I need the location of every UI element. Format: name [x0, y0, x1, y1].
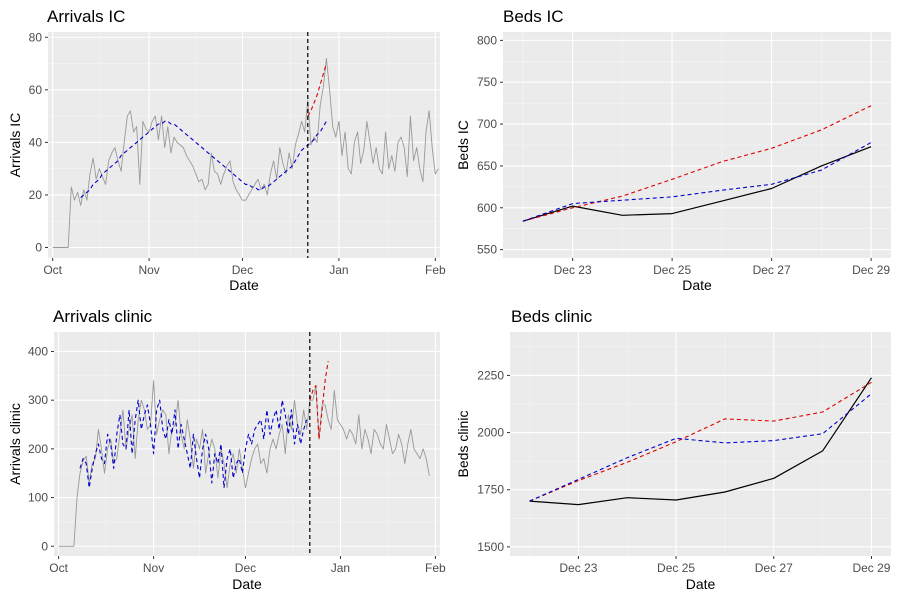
y-tick-label: 1500 [477, 540, 504, 554]
series-line-fitted [79, 399, 308, 489]
x-tick-label: Dec [235, 561, 256, 575]
x-tick-label: Dec [232, 263, 253, 277]
series-line-forecast-blue [522, 142, 872, 222]
x-tick-label: Dec 27 [755, 561, 793, 575]
y-tick-label: 400 [28, 344, 48, 358]
y-axis-title: Beds IC [455, 120, 471, 170]
x-axis-title: Date [682, 277, 712, 293]
series-line-actual [522, 146, 872, 222]
chart-title: Arrivals clinic [53, 307, 153, 326]
x-tick-label: Nov [143, 561, 164, 575]
x-tick-label: Feb [425, 561, 446, 575]
series-line-observed [58, 380, 430, 547]
chart-title: Beds clinic [511, 307, 593, 326]
x-axis-title: Date [686, 576, 716, 592]
chart-title: Beds IC [503, 7, 563, 26]
y-tick-label: 100 [28, 491, 48, 505]
y-axis-title: Arrivals IC [7, 113, 23, 178]
series-line-forecast-blue [529, 393, 872, 502]
x-tick-label: Dec 29 [852, 263, 890, 277]
series-line-observed [52, 57, 439, 248]
y-tick-label: 200 [28, 442, 48, 456]
y-axis-title: Arrivals clinic [7, 403, 23, 485]
x-tick-label: Oct [49, 561, 68, 575]
x-tick-label: Dec 29 [852, 561, 890, 575]
x-tick-label: Dec 23 [554, 263, 592, 277]
y-tick-label: 300 [28, 393, 48, 407]
x-tick-label: Dec 27 [753, 263, 791, 277]
series-line-forecast [307, 63, 327, 117]
y-tick-label: 600 [477, 201, 497, 215]
y-tick-label: 0 [35, 240, 42, 254]
x-tick-label: Jan [329, 263, 348, 277]
y-tick-label: 2000 [477, 426, 504, 440]
y-tick-label: 40 [29, 135, 43, 149]
y-tick-label: 0 [41, 539, 48, 553]
plot-panel [48, 32, 440, 258]
series-line-forecast-red [529, 381, 872, 502]
y-tick-label: 550 [477, 243, 497, 257]
plot-panel [510, 332, 891, 556]
series-line-forecast [309, 361, 329, 440]
chart-beds-ic: 550 600 650 700 750 800 Dec 23 Dec 25 Dec 27 Dec … [455, 7, 891, 293]
x-axis-title: Date [232, 576, 262, 592]
y-tick-label: 60 [29, 83, 43, 97]
y-axis-title: Beds clinic [455, 411, 471, 478]
series-line-fitted [80, 120, 327, 199]
y-tick-label: 750 [477, 75, 497, 89]
x-tick-label: Dec 25 [657, 561, 695, 575]
chart-arrivals-clinic: 0 100 200 300 400 Oct Nov Dec Jan Feb Arrivals cli… [7, 307, 446, 592]
series-line-actual [529, 377, 872, 506]
chart-title: Arrivals IC [47, 7, 125, 26]
series-line-forecast-red [522, 105, 872, 222]
y-tick-label: 80 [29, 30, 43, 44]
y-tick-label: 700 [477, 117, 497, 131]
chart-beds-clinic: 1500 1750 2000 2250 Dec 23 Dec 25 Dec 27 Dec 29… [455, 307, 891, 592]
x-tick-label: Jan [331, 561, 350, 575]
y-tick-label: 650 [477, 159, 497, 173]
x-tick-label: Dec 23 [559, 561, 597, 575]
chart-arrivals-ic: 0 20 40 60 80 Oct Nov Dec Jan Feb Arrivals IC Date A… [7, 7, 446, 293]
x-tick-label: Nov [138, 263, 159, 277]
y-tick-label: 2250 [477, 368, 504, 382]
y-tick-label: 20 [29, 188, 43, 202]
x-axis-title: Date [229, 277, 259, 293]
x-tick-label: Oct [43, 263, 62, 277]
y-tick-label: 1750 [477, 483, 504, 497]
x-tick-label: Feb [425, 263, 446, 277]
y-tick-label: 800 [477, 33, 497, 47]
x-tick-label: Dec 25 [653, 263, 691, 277]
